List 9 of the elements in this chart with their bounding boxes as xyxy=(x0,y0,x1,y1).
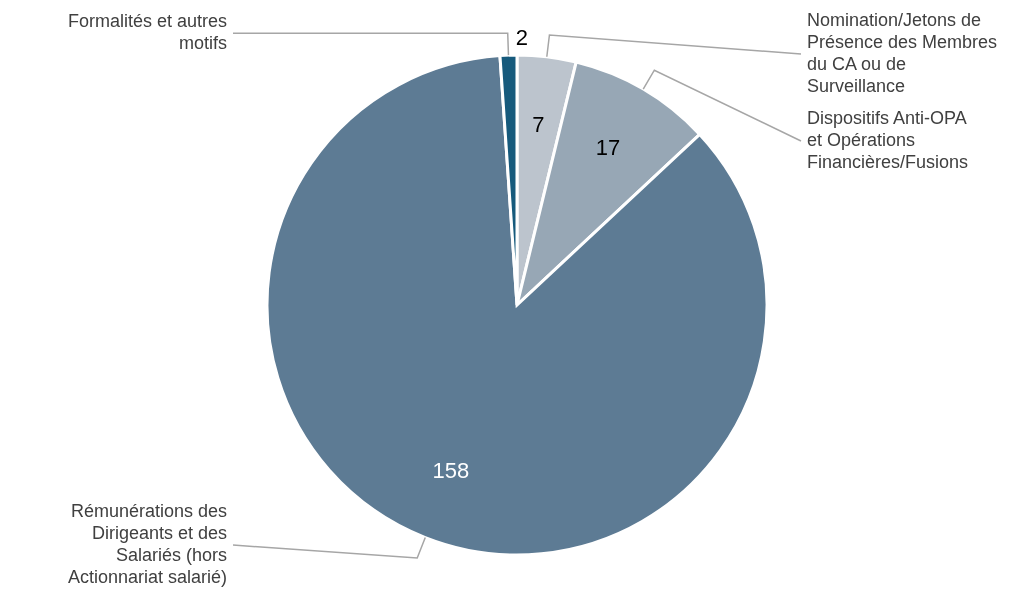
data-label: 2 xyxy=(515,24,529,50)
slice-label: Dispositifs Anti-OPA et Opérations Financières/Fusions xyxy=(807,107,969,172)
slice-label: Nomination/Jetons de Présence des Membres du CA ou de Surveillance xyxy=(807,9,998,96)
data-label: 7 xyxy=(532,112,545,138)
data-label: 17 xyxy=(595,135,621,161)
slice-label: Formalités et autres motifs xyxy=(67,10,227,53)
pie-slice xyxy=(265,54,769,557)
data-label: 158 xyxy=(432,458,470,484)
slice-label: Rémunérations des Dirigeants et des Salariés (hors Actionnariat salarié) xyxy=(67,500,227,587)
